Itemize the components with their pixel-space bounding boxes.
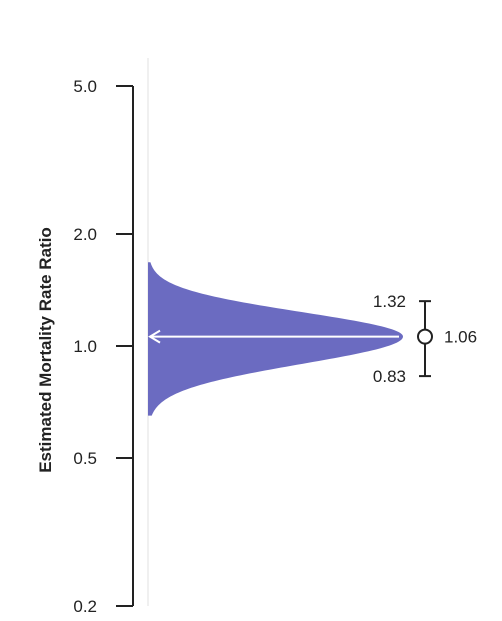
density-area: [148, 262, 403, 416]
point-estimate-marker: [417, 328, 433, 345]
point-estimate-label: 1.06: [444, 328, 477, 347]
y-tick-label: 0.2: [73, 597, 97, 616]
estimate-interval: 1.32 0.83 1.06: [373, 292, 477, 386]
y-tick-label: 1.0: [73, 337, 97, 356]
y-tick-label: 2.0: [73, 225, 97, 244]
y-tick-label: 0.5: [73, 449, 97, 468]
y-axis: 0.2 0.5 1.0 2.0 5.0: [73, 77, 134, 616]
y-tick-label: 5.0: [73, 77, 97, 96]
ci-lower-label: 0.83: [373, 367, 406, 386]
ci-upper-label: 1.32: [373, 292, 406, 311]
estimate-arrowhead: [148, 329, 161, 344]
y-axis-title: Estimated Mortality Rate Ratio: [36, 227, 55, 473]
density-plot: [148, 262, 403, 416]
